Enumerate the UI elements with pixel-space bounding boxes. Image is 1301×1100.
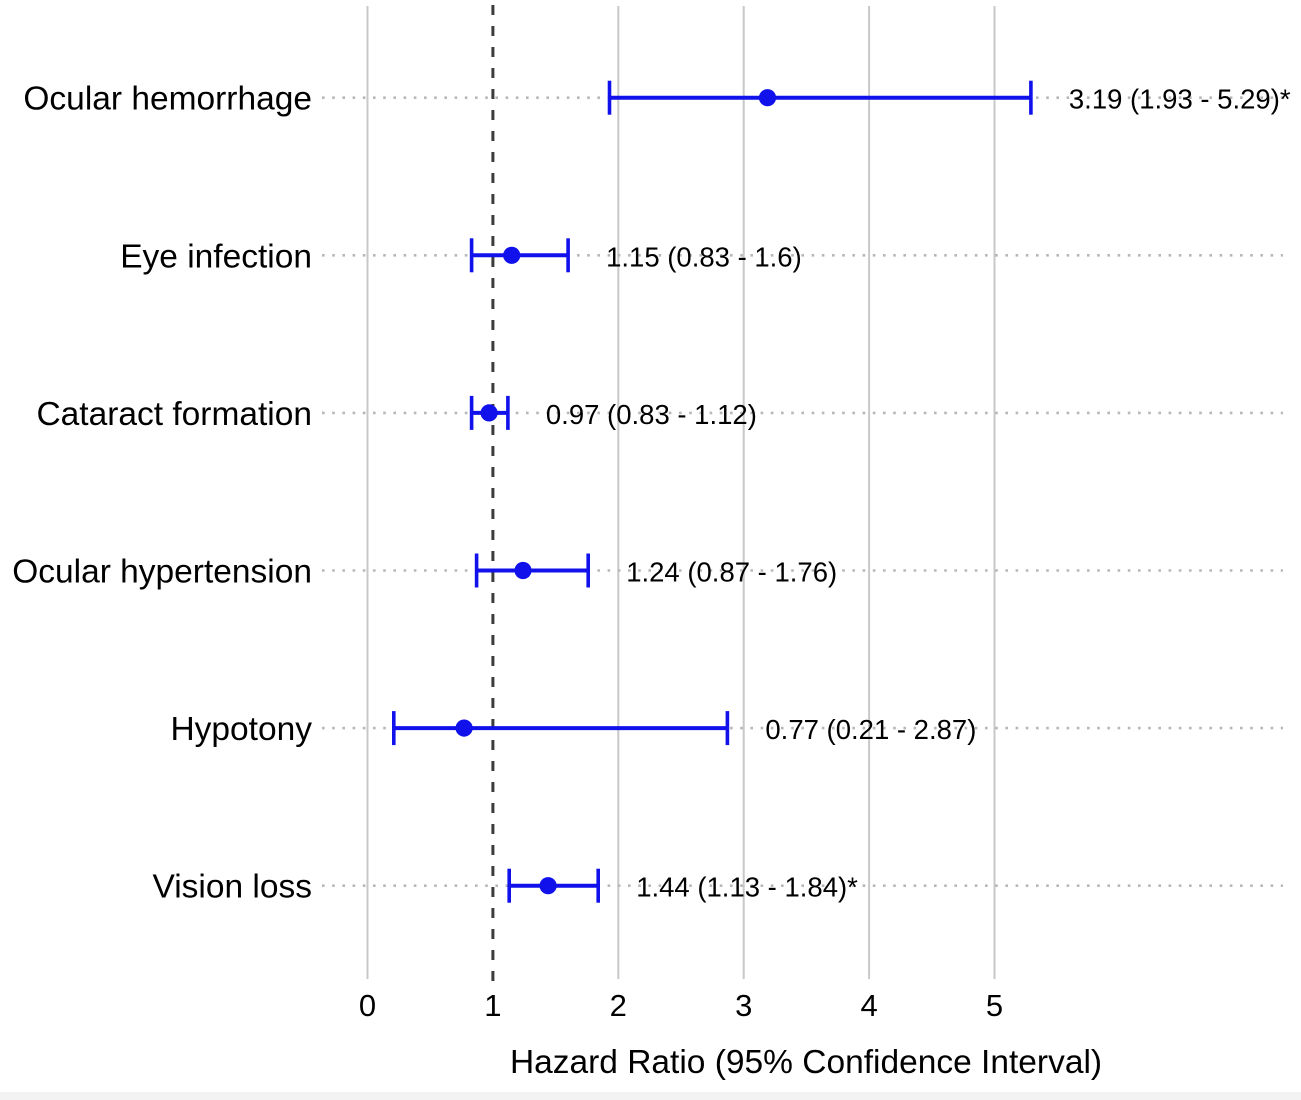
svg-text:Cataract formation: Cataract formation	[36, 396, 312, 433]
svg-text:Hazard Ratio (95% Confidence I: Hazard Ratio (95% Confidence Interval)	[510, 1044, 1102, 1081]
svg-text:4: 4	[860, 988, 877, 1023]
svg-text:Hypotony: Hypotony	[170, 711, 312, 748]
svg-text:3.19 (1.93 - 5.29)*: 3.19 (1.93 - 5.29)*	[1069, 84, 1291, 115]
svg-text:Ocular hypertension: Ocular hypertension	[12, 554, 312, 591]
svg-text:1: 1	[484, 988, 501, 1023]
svg-text:1.44 (1.13 - 1.84)*: 1.44 (1.13 - 1.84)*	[636, 872, 858, 903]
svg-text:Vision loss: Vision loss	[152, 869, 312, 906]
svg-text:0.97 (0.83 - 1.12): 0.97 (0.83 - 1.12)	[546, 399, 757, 430]
svg-text:0.77 (0.21 - 2.87): 0.77 (0.21 - 2.87)	[765, 714, 976, 745]
svg-text:2: 2	[610, 988, 627, 1023]
svg-text:3: 3	[735, 988, 752, 1023]
svg-text:1.15 (0.83 - 1.6): 1.15 (0.83 - 1.6)	[606, 241, 802, 272]
svg-text:Ocular hemorrhage: Ocular hemorrhage	[23, 81, 312, 118]
svg-text:0: 0	[359, 988, 376, 1023]
svg-text:1.24 (0.87 - 1.76): 1.24 (0.87 - 1.76)	[626, 557, 837, 588]
svg-text:5: 5	[986, 988, 1003, 1023]
svg-text:Eye infection: Eye infection	[120, 238, 312, 275]
